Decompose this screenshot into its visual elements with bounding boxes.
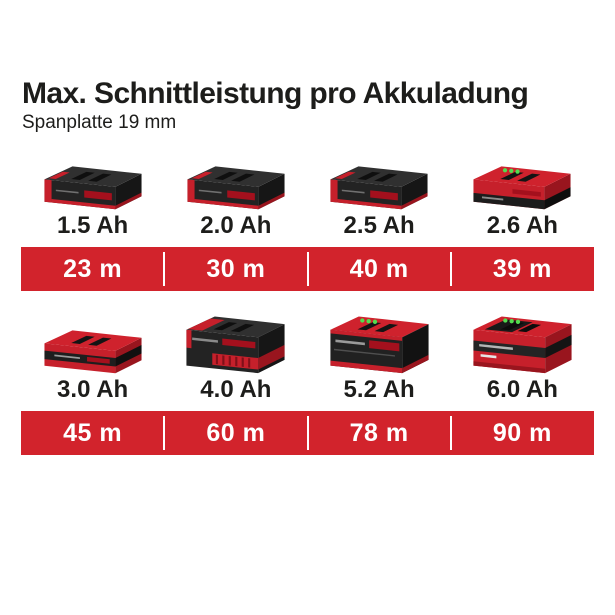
header: Max. Schnittleistung pro Akkuladung Span…: [0, 0, 615, 133]
battery-image: [464, 307, 581, 377]
battery-cells: 3.0 Ah 4.0 Ah 5.2 Ah 6.0 Ah: [21, 307, 594, 403]
battery-image: [321, 307, 438, 377]
battery-cell: 2.6 Ah: [451, 149, 594, 239]
cutting-length-value: 39 m: [492, 254, 552, 283]
cutting-length-value: 30 m: [206, 254, 266, 283]
battery-image: [464, 157, 580, 213]
battery-cell: 5.2 Ah: [308, 307, 451, 403]
battery-image: [35, 157, 151, 213]
cutting-length-value: 60 m: [206, 418, 266, 447]
battery-row-2: 3.0 Ah 4.0 Ah 5.2 Ah 6.0 Ah 45 m 60 m 78 m 90 m: [21, 307, 594, 456]
page-subtitle: Spanplatte 19 mm: [22, 111, 177, 133]
battery-cell: 2.5 Ah: [308, 149, 451, 239]
battery-image: [177, 307, 294, 377]
battery-capacity-label: 4.0 Ah: [200, 376, 272, 404]
battery-cell: 1.5 Ah: [21, 149, 164, 239]
battery-capacity-label: 6.0 Ah: [486, 376, 558, 404]
cutting-length-value: 78 m: [349, 418, 409, 447]
cutting-length-value: 45 m: [63, 418, 123, 447]
battery-cell: 3.0 Ah: [21, 307, 164, 403]
cutting-length-bar: 45 m 60 m 78 m 90 m: [21, 411, 594, 456]
battery-capacity-label: 1.5 Ah: [57, 212, 129, 240]
bar-segment: 78 m: [306, 411, 451, 455]
battery-cells: 1.5 Ah 2.0 Ah 2.5 Ah 2.6 Ah: [21, 149, 594, 239]
bar-segment: 30 m: [163, 247, 307, 291]
battery-groups: 1.5 Ah 2.0 Ah 2.5 Ah 2.6 Ah 23 m 30 m 40 m 39 m…: [0, 149, 615, 456]
battery-capacity-label: 3.0 Ah: [57, 376, 129, 404]
battery-capacity-label: 2.0 Ah: [200, 212, 272, 240]
battery-cell: 6.0 Ah: [451, 307, 594, 403]
battery-capacity-label: 5.2 Ah: [343, 376, 415, 404]
battery-image: [321, 157, 437, 213]
battery-capacity-label: 2.5 Ah: [343, 212, 415, 240]
battery-cell: 4.0 Ah: [164, 307, 307, 403]
battery-row-1: 1.5 Ah 2.0 Ah 2.5 Ah 2.6 Ah 23 m 30 m 40 m 39 m: [21, 149, 594, 292]
cutting-length-value: 23 m: [63, 254, 123, 283]
bar-segment: 40 m: [306, 247, 451, 291]
bar-segment: 45 m: [21, 411, 164, 455]
battery-image: [178, 157, 294, 213]
page-title: Max. Schnittleistung pro Akkuladung: [22, 77, 529, 110]
battery-image: [35, 321, 151, 377]
cutting-length-value: 90 m: [492, 418, 552, 447]
battery-cell: 2.0 Ah: [164, 149, 307, 239]
cutting-length-bar: 23 m 30 m 40 m 39 m: [21, 247, 594, 292]
battery-capacity-label: 2.6 Ah: [486, 212, 558, 240]
bar-segment: 23 m: [21, 247, 164, 291]
bar-segment: 60 m: [163, 411, 307, 455]
cutting-length-value: 40 m: [349, 254, 409, 283]
bar-segment: 39 m: [449, 247, 594, 291]
bar-segment: 90 m: [449, 411, 594, 455]
